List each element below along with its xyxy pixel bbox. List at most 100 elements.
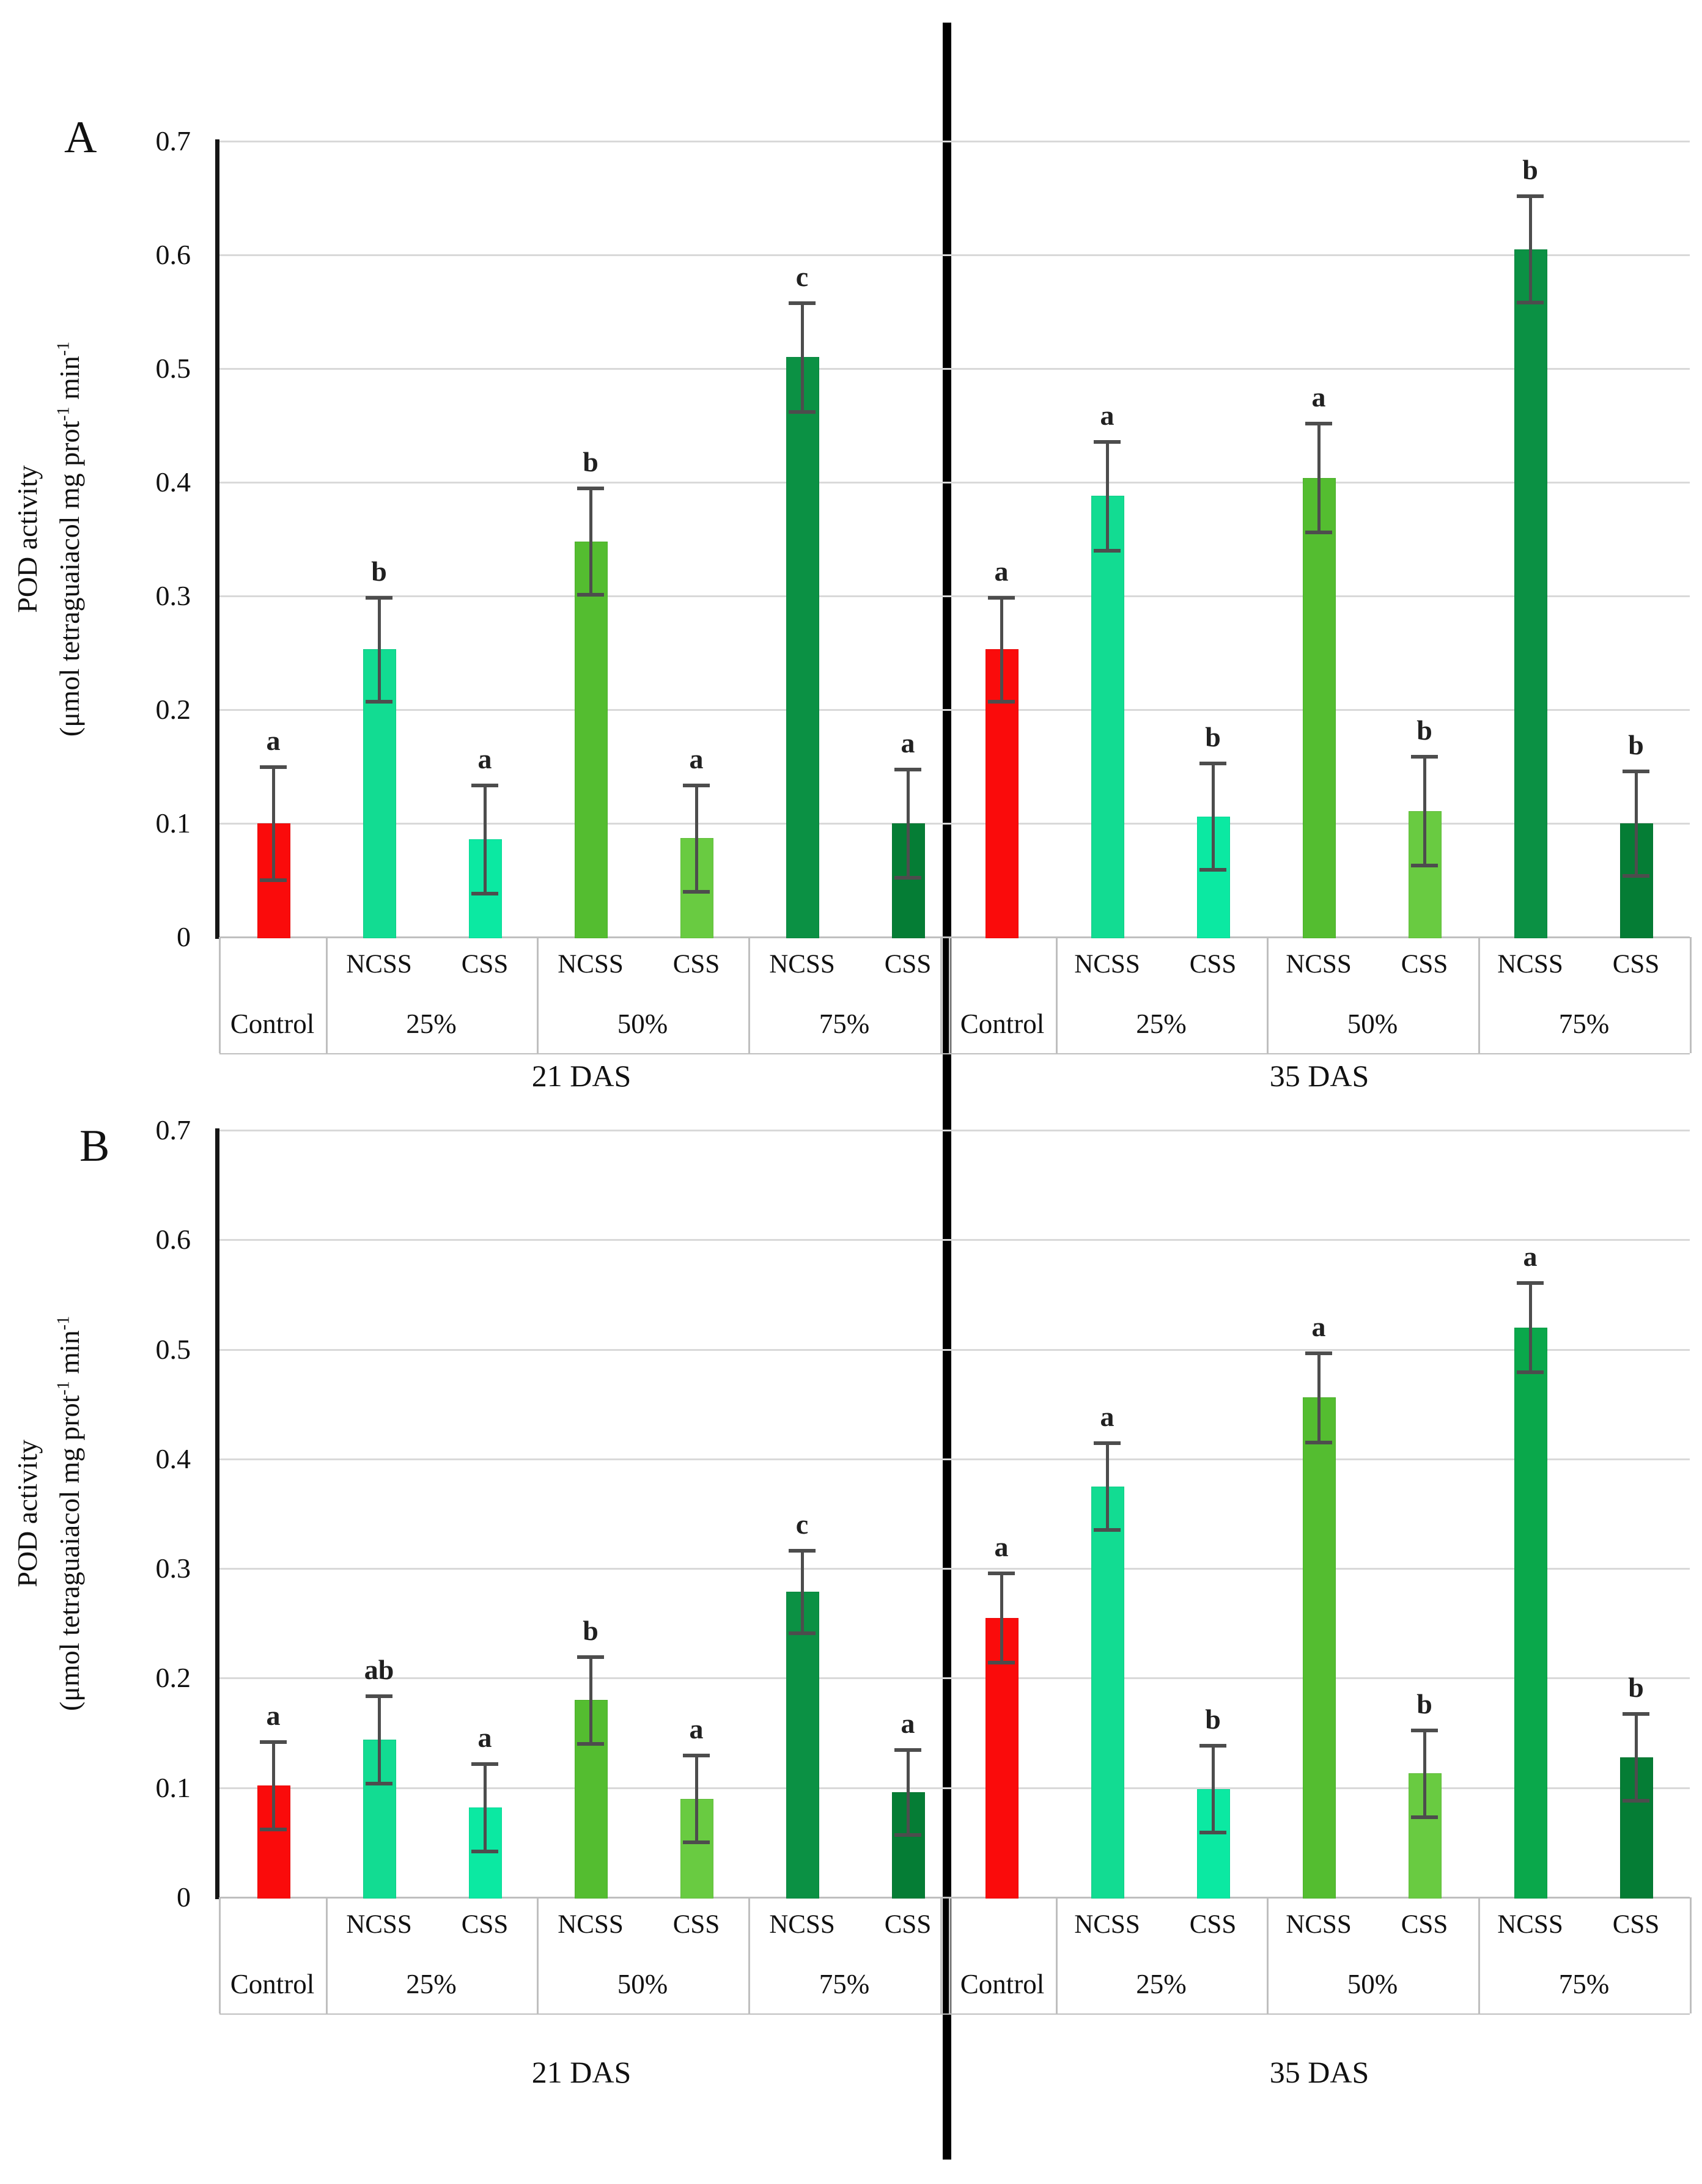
gridline xyxy=(219,1348,1690,1351)
group-label: Control xyxy=(230,1969,315,1999)
sig-letter: b xyxy=(371,555,387,587)
error-bar-top-cap xyxy=(1411,755,1438,759)
gridline xyxy=(219,709,1690,711)
y-tick-label: 0.1 xyxy=(155,807,191,839)
table-border xyxy=(1267,937,1269,1053)
error-bar xyxy=(272,767,275,880)
y-axis-line xyxy=(215,139,219,939)
error-bar-top-cap xyxy=(988,595,1015,600)
error-bar-bottom-cap xyxy=(1305,530,1332,534)
bar xyxy=(1091,1486,1124,1899)
error-bar xyxy=(801,1550,804,1633)
bar xyxy=(1091,496,1124,938)
group-label: 50% xyxy=(1347,1969,1398,1999)
baseline xyxy=(219,936,1690,938)
error-bar xyxy=(1529,196,1532,303)
gridline xyxy=(219,254,1690,256)
section-divider-line xyxy=(943,23,951,2160)
error-bar-bottom-cap xyxy=(260,878,287,882)
gridline xyxy=(219,1458,1690,1460)
error-bar xyxy=(1317,1352,1321,1443)
table-bottom-border xyxy=(219,1053,1690,1054)
group-label: Control xyxy=(230,1009,315,1039)
error-bar-bottom-cap xyxy=(789,1631,816,1635)
error-bar-top-cap xyxy=(1094,1441,1121,1445)
panel-a-21das-label: 21 DAS xyxy=(531,1059,632,1093)
table-border xyxy=(949,937,951,1053)
sig-letter: a xyxy=(901,727,915,759)
error-bar-bottom-cap xyxy=(789,410,816,414)
error-bar xyxy=(1317,423,1321,532)
error-bar-bottom-cap xyxy=(366,699,392,704)
bar-sub-label: CSS xyxy=(461,950,509,979)
error-bar-bottom-cap xyxy=(1411,863,1438,867)
error-bar-top-cap xyxy=(789,1548,816,1553)
table-bottom-border xyxy=(219,2013,1690,2015)
sig-letter: b xyxy=(583,1614,599,1646)
panel-b-21das-label: 21 DAS xyxy=(531,2055,632,2089)
error-bar-bottom-cap xyxy=(471,1849,498,1853)
error-bar xyxy=(1635,1713,1638,1801)
group-label: 50% xyxy=(617,1969,668,1999)
error-bar xyxy=(1000,1573,1003,1663)
bar-sub-label: NCSS xyxy=(1497,950,1563,979)
sig-letter: a xyxy=(689,1713,704,1745)
sig-letter: c xyxy=(795,1508,809,1540)
y-axis-line xyxy=(215,1128,219,1899)
table-border xyxy=(1056,1897,1058,2013)
error-bar xyxy=(484,784,487,894)
y-tick-label: 0.4 xyxy=(155,466,191,498)
bar xyxy=(1303,477,1336,938)
table-border xyxy=(1690,937,1692,1053)
bar-sub-label: CSS xyxy=(884,950,932,979)
bar-sub-label: NCSS xyxy=(769,950,835,979)
table-border xyxy=(219,1897,221,2013)
bar xyxy=(786,357,819,938)
group-label: 50% xyxy=(617,1009,668,1039)
bar-sub-label: NCSS xyxy=(1286,950,1352,979)
error-bar-top-cap xyxy=(577,1655,604,1659)
bar-sub-label: NCSS xyxy=(1074,1910,1140,1939)
error-bar xyxy=(1000,597,1003,702)
bar xyxy=(575,541,608,938)
error-bar-bottom-cap xyxy=(260,1827,287,1831)
gridline xyxy=(219,823,1690,825)
gridline xyxy=(219,141,1690,142)
sig-letter: b xyxy=(1205,1703,1221,1735)
y-tick-label: 0.6 xyxy=(155,239,191,270)
table-border xyxy=(326,1897,328,2013)
error-bar-top-cap xyxy=(894,767,921,771)
sig-letter: a xyxy=(1311,1311,1326,1342)
group-label: 25% xyxy=(1136,1969,1187,1999)
error-bar-bottom-cap xyxy=(1199,1831,1226,1835)
error-bar-top-cap xyxy=(683,783,710,787)
gridline xyxy=(219,368,1690,370)
error-bar-top-cap xyxy=(1411,1728,1438,1732)
y-tick-label: 0.5 xyxy=(155,353,191,384)
sig-letter: c xyxy=(795,261,809,293)
error-bar-top-cap xyxy=(366,1694,392,1699)
error-bar xyxy=(589,488,592,595)
error-bar xyxy=(1212,1745,1215,1833)
bar-sub-label: CSS xyxy=(1401,1910,1448,1939)
group-label: 50% xyxy=(1347,1009,1398,1039)
error-bar-top-cap xyxy=(1199,762,1226,766)
bar-sub-label: NCSS xyxy=(346,950,412,979)
error-bar xyxy=(589,1656,592,1744)
bar xyxy=(1514,1327,1547,1899)
error-bar xyxy=(907,768,910,878)
y-tick-label: 0.1 xyxy=(155,1771,191,1803)
error-bar-bottom-cap xyxy=(1517,1370,1544,1375)
error-bar-top-cap xyxy=(1199,1743,1226,1748)
error-bar-bottom-cap xyxy=(577,593,604,597)
panel-b-35das-label: 35 DAS xyxy=(1269,2055,1369,2089)
bar-sub-label: CSS xyxy=(461,1910,509,1939)
bar-sub-label: NCSS xyxy=(558,1910,624,1939)
error-bar xyxy=(378,1696,381,1784)
table-border xyxy=(1267,1897,1269,2013)
sig-letter: b xyxy=(1205,721,1221,753)
error-bar xyxy=(1106,441,1109,551)
error-bar-bottom-cap xyxy=(1411,1815,1438,1820)
error-bar-top-cap xyxy=(988,1572,1015,1576)
error-bar xyxy=(695,1754,698,1843)
